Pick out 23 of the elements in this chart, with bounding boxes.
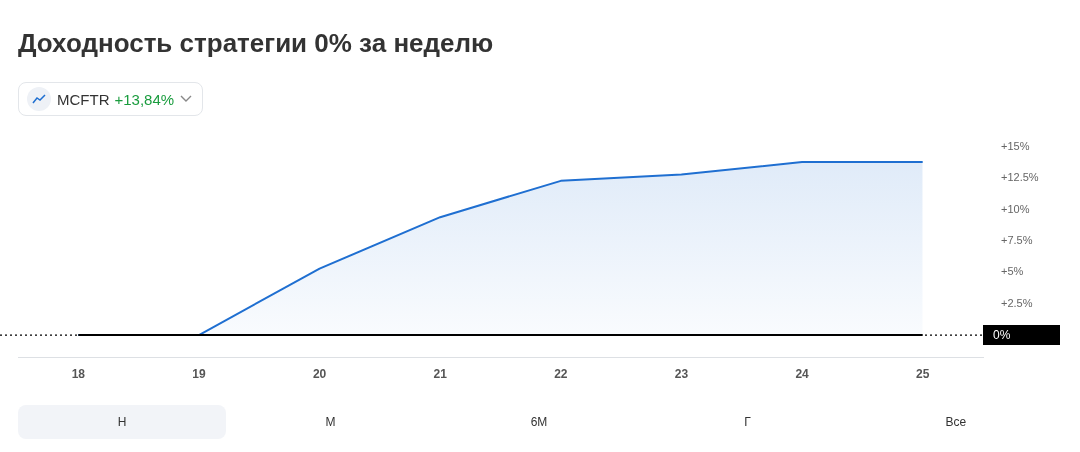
x-tick-label: 21 [433, 367, 448, 382]
chart-title: Доходность стратегии 0% за неделю [18, 28, 494, 59]
y-tick-label: +12.5% [1001, 171, 1039, 184]
x-tick-label: 23 [674, 367, 689, 382]
ref-line-label: 0% [993, 328, 1011, 343]
legend-label: MCFTR [57, 90, 110, 108]
x-tick-label: 19 [192, 367, 206, 382]
y-tick-label: +5% [1001, 265, 1024, 278]
y-tick-label: +7.5% [1001, 234, 1033, 247]
text: Все [944, 414, 968, 431]
x-tick-label: 20 [312, 367, 327, 382]
text: Н [18, 405, 227, 439]
text: +13,84% [114, 90, 175, 108]
text: 6М [529, 414, 549, 431]
x-tick-label: 18 [71, 367, 86, 382]
x-tick-label: 22 [554, 367, 568, 382]
y-tick-label: +10% [1001, 202, 1030, 215]
x-tick-label: 25 [916, 367, 930, 382]
x-tick-label: 24 [795, 367, 810, 382]
y-tick-label: +2.5% [1001, 296, 1033, 309]
y-tick-label: +15% [1001, 140, 1030, 153]
text: Г [743, 414, 752, 431]
text: М [324, 414, 337, 431]
